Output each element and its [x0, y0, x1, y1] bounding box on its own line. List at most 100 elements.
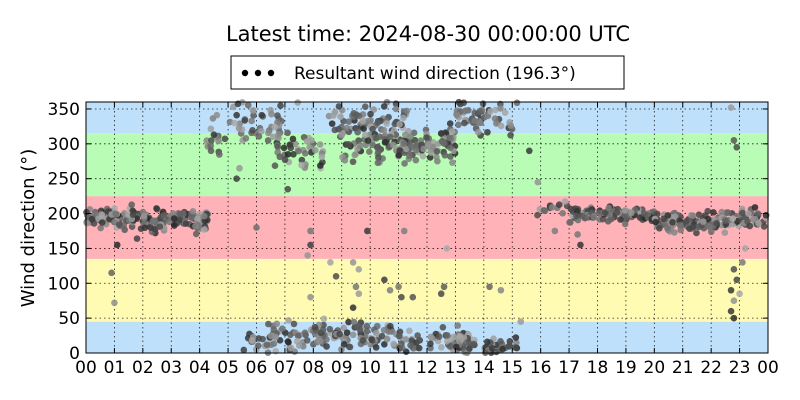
data-point: [613, 208, 621, 216]
data-point: [233, 111, 240, 119]
data-point: [258, 127, 265, 135]
data-point: [98, 219, 106, 226]
data-point: [330, 112, 337, 119]
data-point: [444, 332, 451, 339]
x-axis-ticks: 00 01 02 03 04 05 06 07 08 09 10 11 12 13 14 15 16 17 18 19…: [75, 102, 779, 378]
data-point: [298, 156, 306, 164]
data-point: [407, 133, 414, 141]
data-point: [551, 227, 559, 235]
data-point: [170, 215, 178, 222]
data-point: [345, 140, 352, 148]
data-point: [395, 283, 402, 291]
data-point: [221, 135, 229, 143]
data-point: [88, 215, 96, 223]
data-point: [301, 149, 309, 157]
data-point: [170, 222, 178, 229]
x-tick-label: 04: [189, 358, 211, 378]
data-point: [727, 286, 735, 294]
data-point: [484, 128, 491, 136]
x-tick-label: 23: [729, 358, 751, 378]
data-point: [652, 218, 659, 226]
data-point: [267, 332, 275, 340]
data-point: [192, 230, 200, 238]
data-point: [360, 125, 367, 132]
data-point: [374, 159, 382, 167]
x-tick-label: 16: [530, 358, 552, 378]
data-point: [441, 151, 449, 159]
data-point: [349, 158, 357, 166]
data-point: [273, 320, 281, 328]
data-point: [745, 210, 752, 217]
data-point: [351, 151, 359, 159]
data-point: [730, 137, 738, 144]
data-point: [486, 283, 493, 291]
data-point: [307, 241, 314, 249]
data-point: [403, 107, 411, 115]
x-tick-label: 13: [445, 358, 467, 378]
data-point: [466, 345, 473, 352]
data-point: [374, 148, 382, 156]
data-point: [492, 120, 500, 127]
data-point: [208, 137, 215, 144]
data-point: [427, 340, 434, 348]
data-point: [729, 215, 737, 222]
data-point: [150, 217, 158, 224]
y-axis-label: Wind direction (°): [18, 149, 39, 308]
data-point: [559, 209, 566, 217]
x-tick-label: 03: [160, 358, 182, 378]
data-point: [258, 111, 266, 119]
data-point: [517, 318, 525, 325]
data-point: [534, 211, 541, 219]
data-point: [751, 204, 759, 211]
data-point: [392, 105, 400, 113]
data-point: [724, 209, 732, 216]
data-point: [364, 137, 372, 144]
data-point: [736, 290, 743, 298]
data-point: [548, 204, 556, 211]
data-point: [350, 318, 358, 326]
x-tick-label: 22: [700, 358, 722, 378]
data-point: [284, 185, 292, 193]
data-point: [470, 340, 478, 348]
x-tick-label: 21: [672, 358, 694, 378]
data-point: [359, 337, 367, 344]
data-point: [541, 207, 549, 215]
data-point: [304, 252, 311, 259]
data-point: [460, 99, 468, 106]
data-point: [192, 222, 199, 230]
data-point: [590, 214, 598, 221]
data-point: [353, 111, 360, 118]
data-point: [507, 131, 514, 139]
data-point: [447, 135, 454, 142]
data-point: [343, 329, 351, 336]
data-point: [423, 134, 430, 141]
data-point: [440, 283, 448, 291]
data-point: [318, 153, 326, 161]
data-point: [242, 135, 250, 142]
data-point: [574, 231, 581, 238]
data-point: [248, 337, 256, 344]
data-point: [727, 307, 735, 315]
data-point: [754, 210, 762, 217]
data-point: [461, 119, 468, 127]
data-point: [374, 143, 382, 151]
data-point: [361, 131, 369, 139]
data-point: [605, 204, 612, 212]
data-point: [294, 332, 302, 340]
data-point: [491, 115, 499, 122]
data-point: [400, 114, 407, 122]
x-tick-label: 09: [331, 358, 353, 378]
data-point: [317, 162, 324, 169]
data-point: [141, 224, 149, 232]
data-point: [274, 112, 281, 119]
x-tick-label: 12: [416, 358, 438, 378]
data-point: [287, 331, 294, 339]
data-point: [111, 299, 118, 307]
data-point: [695, 211, 703, 218]
data-point: [499, 345, 506, 353]
data-point: [460, 334, 468, 341]
data-point: [366, 148, 373, 156]
data-point: [415, 344, 423, 352]
data-point: [287, 144, 295, 152]
data-point: [704, 215, 712, 223]
